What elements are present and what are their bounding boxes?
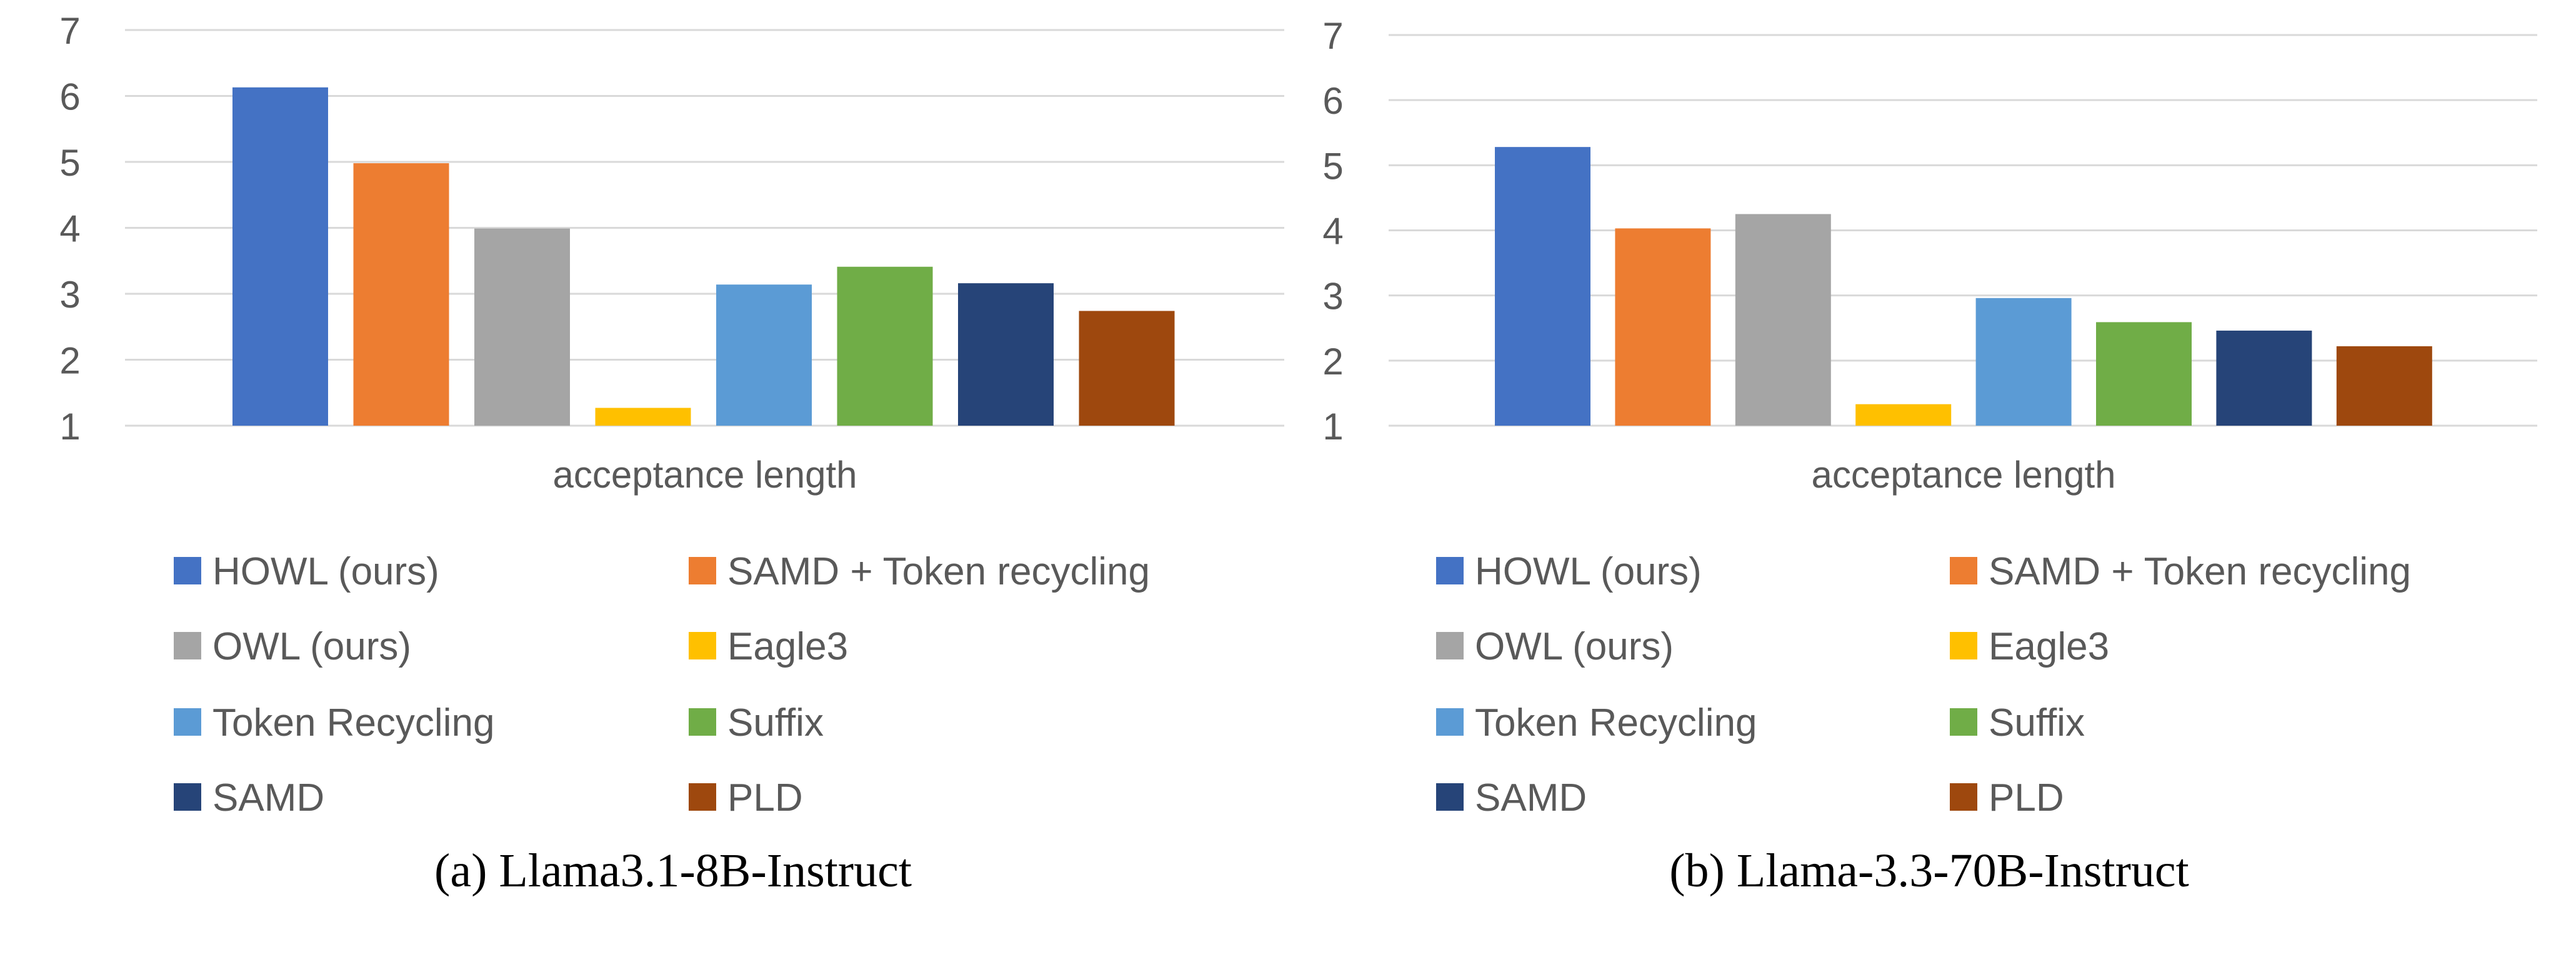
bar-owl-ours — [1735, 214, 1831, 426]
legend-label: PLD — [1989, 776, 2064, 819]
y-tick-label: 3 — [1322, 276, 1343, 318]
bar-pld — [1079, 311, 1175, 426]
legend-label: SAMD + Token recycling — [1989, 550, 2411, 593]
bar-eagle3 — [595, 408, 691, 426]
bar-samd — [958, 283, 1054, 426]
bar-pld — [2336, 346, 2432, 426]
legend-label: Suffix — [727, 701, 824, 744]
legend-label: OWL (ours) — [1475, 625, 1674, 668]
bar-howl-ours — [1495, 147, 1590, 426]
y-tick-label: 7 — [59, 10, 80, 52]
bar-samd-token-recycling — [1615, 228, 1711, 426]
legend-swatch — [1950, 708, 1977, 736]
figure-caption: (a) Llama3.1-8B-Instruct — [434, 844, 912, 897]
y-tick-label: 5 — [59, 142, 80, 184]
legend-swatch — [1950, 557, 1977, 584]
legend-item: Suffix — [1950, 701, 2085, 744]
legend-swatch — [174, 783, 201, 811]
legend-swatch — [689, 783, 716, 811]
y-tick-label: 6 — [1322, 80, 1343, 122]
legend-item: HOWL (ours) — [1436, 550, 1702, 593]
legend-swatch — [1436, 632, 1464, 659]
legend-item: Eagle3 — [689, 625, 848, 668]
bar-token-recycling — [716, 284, 812, 426]
legend-label: HOWL (ours) — [1475, 550, 1702, 593]
bar-eagle3 — [1855, 404, 1952, 426]
bar-token-recycling — [1975, 298, 2072, 426]
legend-label: SAMD — [1475, 776, 1587, 819]
legend-swatch — [1950, 632, 1977, 659]
bar-howl-ours — [232, 87, 328, 426]
chart-panel-1: 1 2 3 4 5 6 7 acceptance length HOWL (ours) SAMD … — [59, 10, 1284, 897]
legend-swatch — [174, 557, 201, 584]
y-tick-label: 4 — [59, 208, 80, 250]
legend-swatch — [174, 632, 201, 659]
y-tick-label: 1 — [1322, 406, 1343, 448]
legend-item: OWL (ours) — [1436, 625, 1674, 668]
legend-swatch — [1436, 557, 1464, 584]
y-tick-label: 2 — [59, 340, 80, 382]
legend-label: Token Recycling — [212, 701, 494, 744]
bar-owl-ours — [474, 228, 570, 426]
legend-label: Eagle3 — [727, 625, 848, 668]
chart-panel-2: 1 2 3 4 5 6 7 acceptance length HOWL (ours) SAMD … — [1322, 15, 2537, 897]
legend-item: Token Recycling — [174, 701, 494, 744]
legend-item: PLD — [689, 776, 803, 819]
legend-label: OWL (ours) — [212, 625, 411, 668]
legend-label: Token Recycling — [1475, 701, 1757, 744]
bar-samd-token-recycling — [353, 163, 449, 426]
legend-label: HOWL (ours) — [212, 550, 439, 593]
y-tick-label: 4 — [1322, 211, 1343, 253]
x-axis-label: acceptance length — [1811, 454, 2115, 496]
bar-suffix — [2096, 322, 2192, 426]
legend-swatch — [689, 632, 716, 659]
legend-swatch — [1950, 783, 1977, 811]
legend-item: Suffix — [689, 701, 824, 744]
bar-suffix — [837, 266, 933, 426]
legend-item: OWL (ours) — [174, 625, 411, 668]
y-tick-label: 1 — [59, 406, 80, 448]
legend-item: HOWL (ours) — [174, 550, 439, 593]
legend-item: PLD — [1950, 776, 2064, 819]
legend-item: Eagle3 — [1950, 625, 2109, 668]
y-tick-label: 5 — [1322, 145, 1343, 187]
legend-swatch — [174, 708, 201, 736]
legend-label: SAMD + Token recycling — [727, 550, 1150, 593]
y-tick-label: 2 — [1322, 341, 1343, 383]
bar-samd — [2216, 330, 2312, 426]
legend-label: Suffix — [1989, 701, 2085, 744]
legend-item: SAMD — [1436, 776, 1587, 819]
y-tick-label: 3 — [59, 274, 80, 316]
y-tick-label: 7 — [1322, 15, 1343, 57]
x-axis-label: acceptance length — [552, 454, 857, 496]
legend-item: SAMD — [174, 776, 324, 819]
figure-caption: (b) Llama-3.3-70B-Instruct — [1669, 844, 2189, 897]
legend-swatch — [1436, 783, 1464, 811]
legend-item: SAMD + Token recycling — [1950, 550, 2411, 593]
legend-item: Token Recycling — [1436, 701, 1757, 744]
y-tick-label: 6 — [59, 76, 80, 118]
legend-swatch — [689, 557, 716, 584]
legend-item: SAMD + Token recycling — [689, 550, 1150, 593]
legend-label: SAMD — [212, 776, 324, 819]
legend-swatch — [1436, 708, 1464, 736]
legend-label: Eagle3 — [1989, 625, 2109, 668]
legend-label: PLD — [727, 776, 803, 819]
legend-swatch — [689, 708, 716, 736]
